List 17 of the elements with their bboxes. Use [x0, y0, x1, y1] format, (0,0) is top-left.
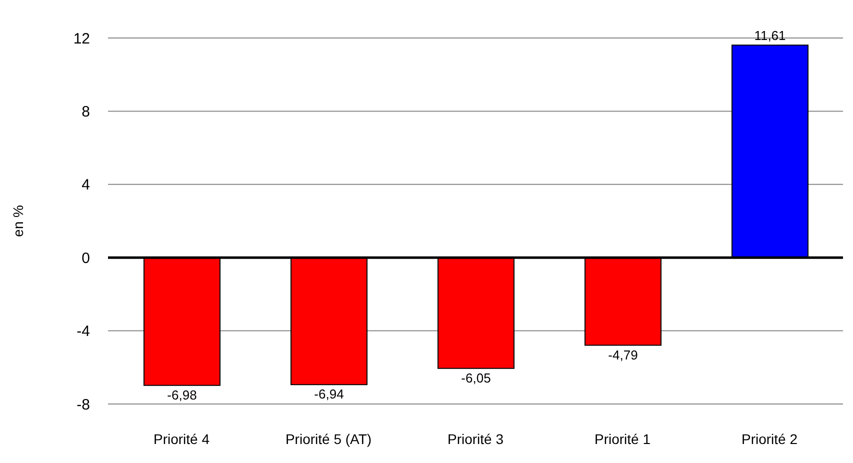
x-tick-label: Priorité 5 (AT): [285, 430, 372, 447]
y-tick-label: 12: [73, 30, 90, 48]
y-tick-label: -8: [76, 396, 90, 414]
data-label: -4,79: [608, 347, 638, 362]
data-label: -6,94: [314, 386, 344, 402]
data-label: -6,05: [461, 370, 491, 386]
data-label: -6,98: [167, 387, 197, 402]
y-tick-label: 8: [82, 104, 90, 121]
y-tick-label: 0: [82, 250, 90, 267]
data-label: 11,61: [754, 28, 786, 44]
y-axis-title: en %: [10, 205, 26, 237]
x-tick-label: Priorité 1: [594, 430, 651, 447]
x-tick-label: Priorité 2: [741, 430, 798, 447]
x-tick-label: Priorité 4: [153, 430, 210, 447]
y-tick-label: 4: [82, 176, 90, 194]
y-tick-label: -4: [76, 323, 90, 340]
x-tick-label: Priorité 3: [447, 430, 504, 447]
